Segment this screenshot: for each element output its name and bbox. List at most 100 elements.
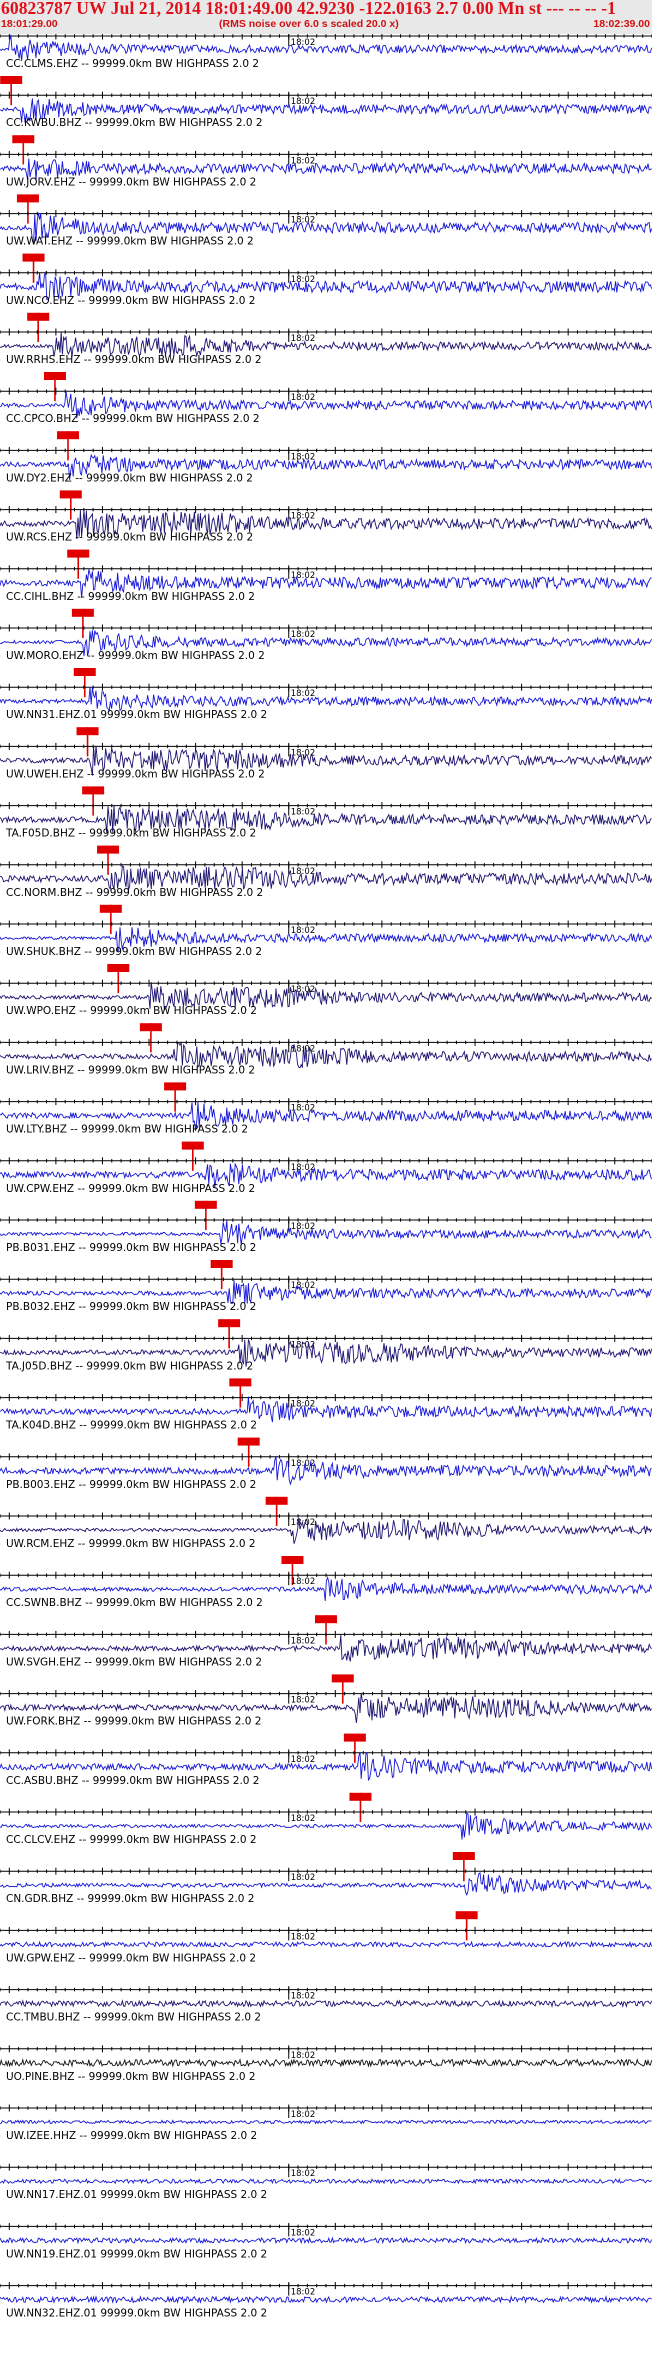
minute-tick-label: 18:02 <box>291 1340 316 1350</box>
trace-row: 18:02 UW.LRIV.BHZ -- 99999.0km BW HIGHPAS… <box>0 1038 652 1112</box>
station-label: UW.FORK.BHZ -- 99999.0km BW HIGHPASS 2.0… <box>6 1716 261 1728</box>
waveform <box>0 1280 652 1304</box>
waveform <box>0 1101 652 1131</box>
station-label: UW.IZEE.HHZ -- 99999.0km BW HIGHPASS 2.0… <box>6 2130 257 2142</box>
minute-tick-label: 18:02 <box>291 334 316 344</box>
station-label: CN.GDR.BHZ -- 99999.0km BW HIGHPASS 2.0 … <box>6 1893 254 1905</box>
waveform <box>0 1940 652 1949</box>
waveform <box>0 2236 652 2245</box>
station-label: UW.RCM.EHZ -- 99999.0km BW HIGHPASS 2.0 … <box>6 1538 256 1550</box>
minute-tick-label: 18:02 <box>291 2169 316 2179</box>
minute-tick-label: 18:02 <box>291 1400 316 1410</box>
minute-tick-label: 18:02 <box>291 2110 316 2120</box>
station-label: UW.GPW.EHZ -- 99999.0km BW HIGHPASS 2.0 … <box>6 1952 256 1964</box>
minute-tick-label: 18:02 <box>291 808 316 818</box>
waveform <box>0 686 652 713</box>
waveform <box>0 1220 652 1245</box>
trace-row: 18:02 TA.J05D.BHZ -- 99999.0km BW HIGHPAS… <box>0 1334 652 1408</box>
minute-tick-label: 18:02 <box>291 689 316 699</box>
station-label: UW.WAT.EHZ -- 99999.0km BW HIGHPASS 2.0 … <box>6 236 254 248</box>
waveform <box>0 2178 652 2185</box>
start-time: 18:01:29.00 <box>1 18 58 30</box>
trace-row: 18:02 UW.NN31.EHZ.01 99999.0km BW HIGHPAS… <box>0 683 652 757</box>
waveform <box>0 453 652 480</box>
waveform <box>0 1162 652 1188</box>
waveform <box>0 270 652 300</box>
minute-tick-label: 18:02 <box>291 748 316 758</box>
station-label: CC.CLCV.EHZ -- 99999.0km BW HIGHPASS 2.0… <box>6 1834 257 1846</box>
station-label: CC.KWBU.BHZ -- 99999.0km BW HIGHPASS 2.0… <box>6 117 263 129</box>
waveform <box>0 1692 652 1723</box>
trace-row: 18:02 CC.CIHL.BHZ -- 99999.0km BW HIGHPAS… <box>0 565 652 638</box>
station-label: TA.K04D.BHZ -- 99999.0km BW HIGHPASS 2.0… <box>5 1420 257 1432</box>
trace-row: 18:02 UW.NN17.EHZ.01 99999.0km BW HIGHPAS… <box>0 2163 652 2201</box>
waveform <box>0 1576 652 1602</box>
waveform <box>0 1517 652 1544</box>
minute-tick-label: 18:02 <box>291 985 316 995</box>
trace-row: 18:02 CC.CPCO.BHZ -- 99999.0km BW HIGHPAS… <box>0 387 652 461</box>
waveform <box>0 1455 652 1486</box>
station-label: PB.B032.EHZ -- 99999.0km BW HIGHPASS 2.0… <box>6 1301 256 1313</box>
trace-row: 18:02 UW.RCM.EHZ -- 99999.0km BW HIGHPASS… <box>0 1512 652 1586</box>
trace-row: 18:02 UW.JORV.EHZ -- 99999.0km BW HIGHPAS… <box>0 150 652 224</box>
minute-tick-label: 18:02 <box>291 452 316 462</box>
station-label: UW.SVGH.EHZ -- 99999.0km BW HIGHPASS 2.0… <box>6 1656 262 1668</box>
trace-row: 18:02 CC.CLCV.EHZ -- 99999.0km BW HIGHPAS… <box>0 1808 652 1882</box>
minute-tick-label: 18:02 <box>291 1932 316 1942</box>
waveform <box>0 332 652 358</box>
minute-tick-label: 18:02 <box>291 97 316 107</box>
waveform <box>0 1872 652 1896</box>
trace-row: 18:02 UW.IZEE.HHZ -- 99999.0km BW HIGHPAS… <box>0 2104 652 2142</box>
station-label: UW.DY2.EHZ -- 99999.0km BW HIGHPASS 2.0 … <box>6 472 253 484</box>
event-title: 60823787 UW Jul 21, 2014 18:01:49.00 42.… <box>1 0 616 18</box>
minute-tick-label: 18:02 <box>291 571 316 581</box>
waveform <box>0 212 652 245</box>
minute-tick-label: 18:02 <box>291 2288 316 2298</box>
header-bar: 60823787 UW Jul 21, 2014 18:01:49.00 42.… <box>0 0 652 34</box>
waveform <box>0 1634 652 1662</box>
station-label: UW.SHUK.BHZ -- 99999.0km BW HIGHPASS 2.0… <box>6 946 262 958</box>
trace-row: 18:02 UW.LTY.BHZ -- 99999.0km BW HIGHPASS… <box>0 1098 652 1171</box>
trace-row: 18:02 CC.TMBU.BHZ -- 99999.0km BW HIGHPAS… <box>0 1986 652 2024</box>
trace-row: 18:02 PB.B003.EHZ -- 99999.0km BW HIGHPAS… <box>0 1453 652 1526</box>
minute-tick-label: 18:02 <box>291 1104 316 1114</box>
station-label: CC.SWNB.BHZ -- 99999.0km BW HIGHPASS 2.0… <box>6 1597 263 1609</box>
trace-row: 18:02 UW.UWEH.EHZ -- 99999.0km BW HIGHPAS… <box>0 742 652 816</box>
trace-row: 18:02 UW.DY2.EHZ -- 99999.0km BW HIGHPASS… <box>0 446 652 520</box>
station-label: UW.NN19.EHZ.01 99999.0km BW HIGHPASS 2.0… <box>6 2248 267 2260</box>
trace-row: 18:02 UW.RRHS.EHZ -- 99999.0km BW HIGHPAS… <box>0 328 652 402</box>
waveform <box>0 34 652 61</box>
station-label: CC.TMBU.BHZ -- 99999.0km BW HIGHPASS 2.0… <box>6 2012 261 2024</box>
station-label: CC.CLMS.EHZ -- 99999.0km BW HIGHPASS 2.0… <box>6 58 259 70</box>
waveform <box>0 510 652 540</box>
minute-tick-label: 18:02 <box>291 1814 316 1824</box>
minute-tick-label: 18:02 <box>291 1222 316 1232</box>
minute-tick-label: 18:02 <box>291 1636 316 1646</box>
minute-tick-label: 18:02 <box>291 1696 316 1706</box>
minute-tick-label: 18:02 <box>291 1163 316 1173</box>
minute-tick-label: 18:02 <box>291 275 316 285</box>
station-label: UO.PINE.BHZ -- 99999.0km BW HIGHPASS 2.0… <box>6 2071 256 2083</box>
station-label: UW.NN31.EHZ.01 99999.0km BW HIGHPASS 2.0… <box>6 709 267 721</box>
trace-row: 18:02 UW.NN19.EHZ.01 99999.0km BW HIGHPAS… <box>0 2222 652 2260</box>
minute-tick-label: 18:02 <box>291 38 316 48</box>
station-label: UW.NN32.EHZ.01 99999.0km BW HIGHPASS 2.0… <box>6 2308 267 2320</box>
trace-row: 18:02 CC.CLMS.EHZ -- 99999.0km BW HIGHPAS… <box>0 34 652 106</box>
waveform <box>0 1339 652 1367</box>
waveform <box>0 927 652 953</box>
waveform <box>0 1396 652 1423</box>
minute-tick-label: 18:02 <box>291 1459 316 1469</box>
trace-row: 18:02 UW.CPW.EHZ -- 99999.0km BW HIGHPASS… <box>0 1157 652 1230</box>
trace-row: 18:02 PB.B032.EHZ -- 99999.0km BW HIGHPAS… <box>0 1275 652 1349</box>
trace-row: 18:02 CC.NORM.BHZ -- 99999.0km BW HIGHPAS… <box>0 861 652 934</box>
waveform <box>0 804 652 834</box>
waveform <box>0 1999 652 2008</box>
station-label: UW.NN17.EHZ.01 99999.0km BW HIGHPASS 2.0… <box>6 2189 267 2201</box>
waveform <box>0 2058 652 2068</box>
trace-row: 18:02 PB.B031.EHZ -- 99999.0km BW HIGHPAS… <box>0 1216 652 1290</box>
waveform <box>0 1751 652 1782</box>
station-label: UW.WPO.EHZ -- 99999.0km BW HIGHPASS 2.0 … <box>6 1005 257 1017</box>
trace-row: 18:02 UW.NN32.EHZ.01 99999.0km BW HIGHPAS… <box>0 2282 652 2320</box>
trace-row: 18:02 CC.SWNB.BHZ -- 99999.0km BW HIGHPAS… <box>0 1571 652 1645</box>
station-label: CC.NORM.BHZ -- 99999.0km BW HIGHPASS 2.0… <box>6 887 263 899</box>
